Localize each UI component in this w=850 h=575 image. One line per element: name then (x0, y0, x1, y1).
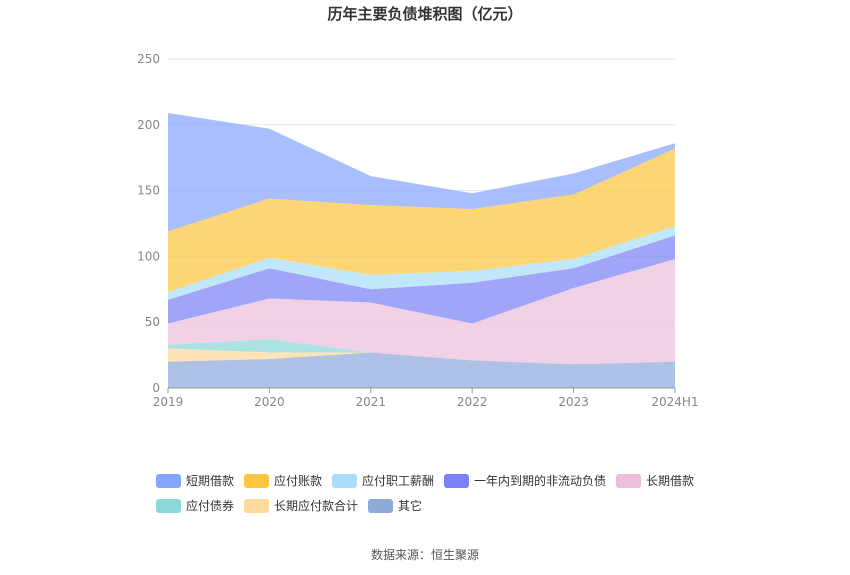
legend-label: 应付职工薪酬 (362, 473, 434, 488)
legend-swatch (332, 474, 357, 488)
legend-label: 应付债券 (186, 498, 234, 513)
legend-swatch (244, 499, 269, 513)
legend-label: 一年内到期的非流动负债 (474, 473, 606, 488)
y-tick-label: 0 (152, 381, 160, 395)
x-tick-label: 2024H1 (651, 395, 698, 409)
y-tick-label: 250 (137, 52, 160, 66)
x-tick-label: 2022 (457, 395, 488, 409)
legend-label: 长期应付款合计 (274, 498, 358, 513)
legend-label: 其它 (398, 498, 422, 513)
area-series (168, 259, 675, 365)
area-series (168, 148, 675, 292)
area-series (168, 352, 675, 388)
source-note: 数据来源：恒生聚源 (371, 547, 479, 562)
legend-swatch (156, 499, 181, 513)
area-series-group (168, 112, 675, 388)
legend-swatch (368, 499, 393, 513)
axes: 0 50 100 150 200 250 2019 2020 2021 2022 2023 2024H… (137, 52, 699, 409)
legend-swatch (616, 474, 641, 488)
area-series (168, 235, 675, 324)
legend-label: 应付账款 (274, 473, 322, 488)
y-tick-label: 100 (137, 249, 160, 263)
legend-swatch (444, 474, 469, 488)
y-tick-label: 150 (137, 184, 160, 198)
y-tick-label: 200 (137, 118, 160, 132)
legend-label: 短期借款 (186, 474, 234, 488)
legend-label: 长期借款 (646, 474, 694, 488)
area-series (168, 112, 675, 232)
x-tick-label: 2019 (153, 395, 184, 409)
x-tick-label: 2023 (558, 395, 589, 409)
area-series (168, 339, 675, 365)
legend-swatch (156, 474, 181, 488)
legend-swatch (244, 474, 269, 488)
x-tick-label: 2020 (254, 395, 285, 409)
area-series (168, 226, 675, 300)
x-tick-label: 2021 (356, 395, 387, 409)
chart-title: 历年主要负债堆积图（亿元） (327, 5, 522, 23)
y-tick-label: 50 (145, 315, 160, 329)
